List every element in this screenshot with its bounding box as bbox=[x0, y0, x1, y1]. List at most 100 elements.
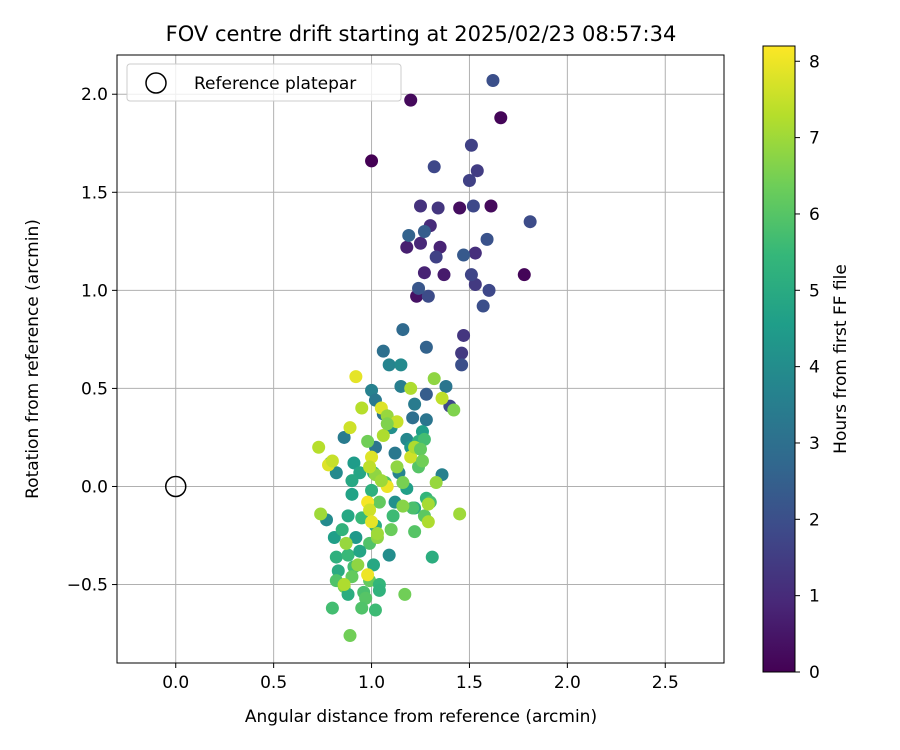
axes-frame bbox=[116, 54, 725, 664]
data-point bbox=[468, 246, 482, 260]
data-point bbox=[476, 299, 490, 313]
data-point bbox=[433, 240, 447, 254]
data-point bbox=[331, 564, 345, 578]
data-point bbox=[314, 507, 328, 521]
data-point bbox=[412, 281, 426, 295]
data-point bbox=[398, 587, 412, 601]
data-point bbox=[414, 199, 427, 213]
y-axis-label: Rotation from reference (arcmin) bbox=[23, 219, 43, 499]
legend-box bbox=[126, 63, 402, 102]
data-point bbox=[355, 601, 369, 615]
data-point bbox=[382, 358, 396, 372]
x-tick-label: 2.5 bbox=[652, 673, 679, 693]
data-point bbox=[494, 111, 508, 125]
y-tick-label: 1.5 bbox=[81, 183, 108, 203]
data-point bbox=[329, 550, 343, 564]
x-tick-label: 1.5 bbox=[456, 673, 483, 693]
data-point bbox=[343, 421, 357, 435]
colorbar-tick-label: 4 bbox=[809, 358, 820, 378]
colorbar-ticks: 0 1 2 3 4 5 6 7 8 bbox=[795, 52, 820, 683]
data-point bbox=[466, 199, 480, 213]
data-point bbox=[484, 199, 498, 213]
data-point bbox=[414, 442, 427, 456]
data-point bbox=[427, 160, 441, 174]
data-point bbox=[390, 415, 404, 429]
data-point bbox=[468, 277, 482, 291]
data-point bbox=[325, 601, 339, 615]
data-point bbox=[480, 232, 494, 246]
data-point bbox=[312, 440, 326, 454]
data-point bbox=[419, 340, 433, 354]
data-point bbox=[406, 411, 420, 425]
data-point bbox=[363, 460, 377, 474]
x-tick-label: 1.0 bbox=[358, 673, 385, 693]
legend-reference-marker bbox=[145, 72, 167, 94]
data-point bbox=[335, 523, 349, 537]
colorbar-tick-label: 8 bbox=[809, 52, 820, 72]
colorbar-label: Hours from first FF file bbox=[831, 264, 851, 454]
data-point bbox=[404, 381, 418, 395]
data-point bbox=[453, 507, 467, 521]
data-point bbox=[437, 268, 451, 282]
chart-title: FOV centre drift starting at 2025/02/23 … bbox=[166, 22, 677, 46]
data-point bbox=[353, 544, 367, 558]
data-point bbox=[359, 591, 373, 605]
reference-platepar-marker bbox=[164, 475, 187, 498]
data-point bbox=[408, 525, 422, 539]
data-point bbox=[482, 283, 496, 297]
data-point bbox=[365, 515, 379, 529]
data-point bbox=[337, 430, 351, 444]
data-point bbox=[425, 550, 439, 564]
data-point bbox=[325, 454, 339, 468]
data-point bbox=[345, 474, 359, 488]
data-point bbox=[470, 164, 484, 178]
data-point bbox=[396, 499, 410, 513]
data-points bbox=[312, 73, 537, 643]
colorbar-tick-label: 6 bbox=[809, 205, 820, 225]
data-point bbox=[447, 403, 461, 417]
data-point bbox=[417, 225, 431, 239]
data-point bbox=[427, 372, 441, 386]
data-point bbox=[457, 328, 471, 342]
x-tick-label: 0.0 bbox=[162, 673, 189, 693]
data-point bbox=[361, 434, 375, 448]
data-point bbox=[455, 346, 469, 360]
data-point bbox=[390, 460, 404, 474]
data-point bbox=[414, 236, 427, 250]
colorbar: 0 1 2 3 4 5 6 7 8 Hours from first FF file bbox=[762, 45, 851, 683]
data-point bbox=[367, 558, 381, 572]
data-point bbox=[388, 446, 402, 460]
data-point bbox=[365, 483, 379, 497]
x-axis-label: Angular distance from reference (arcmin) bbox=[245, 707, 597, 727]
y-tick-label: 0.0 bbox=[81, 477, 108, 497]
data-point bbox=[406, 501, 420, 515]
data-point bbox=[421, 515, 435, 529]
data-point bbox=[355, 401, 369, 415]
reference-marker-group bbox=[164, 475, 187, 498]
data-point bbox=[339, 536, 353, 550]
data-point bbox=[453, 201, 467, 215]
data-point bbox=[337, 578, 351, 592]
data-point bbox=[429, 250, 443, 264]
data-point bbox=[421, 289, 435, 303]
data-point bbox=[517, 268, 531, 282]
data-point bbox=[404, 93, 418, 107]
data-point bbox=[455, 358, 469, 372]
data-point bbox=[415, 454, 429, 468]
data-point bbox=[376, 428, 390, 442]
y-tick-label: 0.5 bbox=[81, 379, 108, 399]
data-point bbox=[396, 323, 410, 337]
x-axis-ticks: 0.0 0.5 1.0 1.5 2.0 2.5 bbox=[162, 663, 679, 693]
data-point bbox=[394, 379, 408, 393]
y-tick-label: 1.0 bbox=[81, 281, 108, 301]
data-point bbox=[384, 523, 398, 537]
colorbar-tick-label: 1 bbox=[809, 587, 820, 607]
data-point bbox=[402, 228, 416, 242]
data-point bbox=[464, 268, 478, 282]
data-point bbox=[396, 476, 410, 490]
data-point bbox=[365, 154, 379, 168]
data-point bbox=[462, 174, 476, 188]
y-tick-label: −0.5 bbox=[67, 576, 108, 596]
